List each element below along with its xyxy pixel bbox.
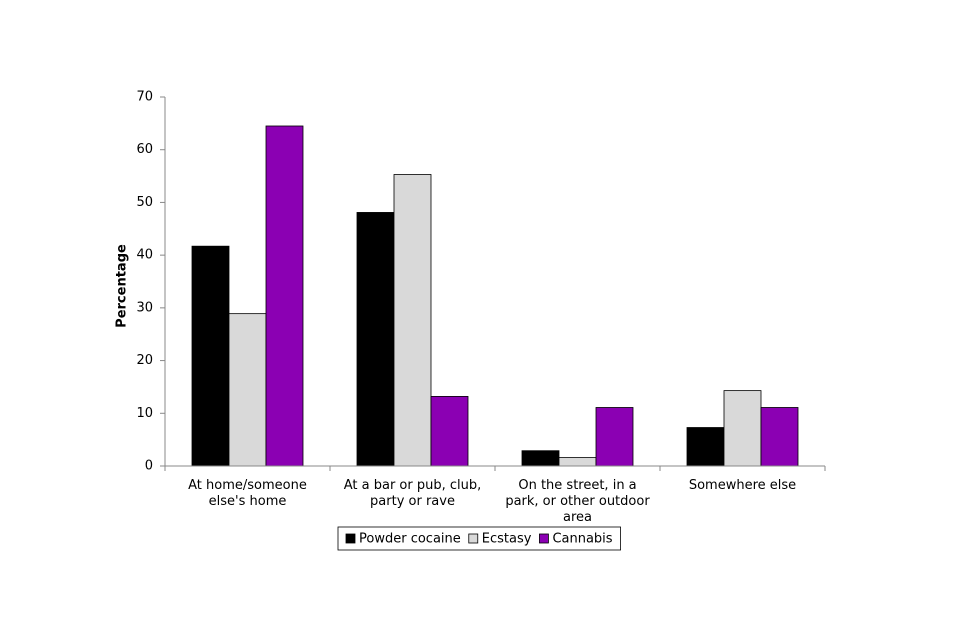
y-tick-label: 20 [136,353,153,368]
x-tick-label: At home/someone else's home [188,478,307,509]
bar [760,407,799,467]
bar [558,457,597,467]
legend-swatch [539,533,549,544]
y-tick-label: 50 [136,195,153,210]
bar [356,212,395,467]
bar [430,396,469,467]
legend-swatch [345,533,356,544]
legend-swatch [468,533,479,544]
bar [686,427,725,467]
x-tick-label: On the street, in a park, or other outdo… [505,478,650,525]
bar [228,313,267,467]
legend-box [337,526,621,551]
bar [265,125,304,467]
bar [191,245,230,467]
y-tick-label: 10 [136,406,153,421]
y-tick-label: 30 [136,300,153,315]
y-tick-label: 0 [145,459,153,474]
bar [393,174,432,467]
y-tick-label: 60 [136,142,153,157]
y-tick-label: 40 [136,248,153,263]
bar [521,450,560,467]
y-tick-label: 70 [136,90,153,105]
legend-label: Powder cocaine [359,532,461,547]
x-tick-label: At a bar or pub, club, party or rave [343,478,482,509]
legend-label: Cannabis [552,532,612,547]
x-tick-label: Somewhere else [688,478,797,493]
legend-label: Ecstasy [482,532,532,547]
bar [595,407,634,467]
y-axis-label: Percentage [115,244,130,328]
bar [723,390,762,467]
